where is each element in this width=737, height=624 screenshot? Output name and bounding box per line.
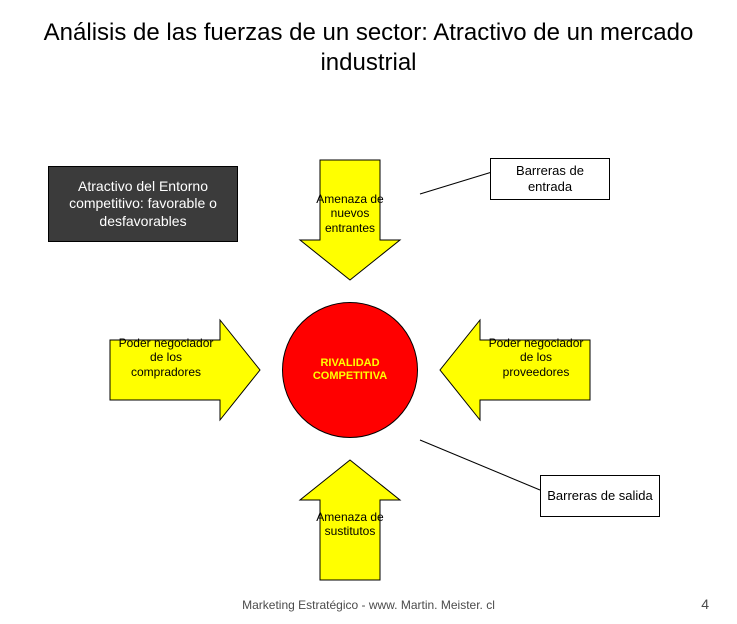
arrow-right-left — [110, 320, 260, 420]
page-number: 4 — [701, 596, 709, 612]
connector-line-bottom — [420, 440, 540, 490]
barrier-exit-box: Barreras de salida — [540, 475, 660, 517]
arrow-left-right — [440, 320, 590, 420]
attractiveness-box: Atractivo del Entorno competitivo: favor… — [48, 166, 238, 242]
footer-text: Marketing Estratégico - www. Martin. Mei… — [0, 598, 737, 612]
arrow-up-bottom — [300, 460, 400, 580]
center-circle: RIVALIDAD COMPETITIVA — [282, 302, 418, 438]
diagram-canvas: Amenaza de nuevos entrantes Amenaza de s… — [0, 0, 737, 624]
barrier-entry-box: Barreras de entrada — [490, 158, 610, 200]
center-circle-label: RIVALIDAD COMPETITIVA — [283, 357, 417, 383]
arrow-down-top — [300, 160, 400, 280]
